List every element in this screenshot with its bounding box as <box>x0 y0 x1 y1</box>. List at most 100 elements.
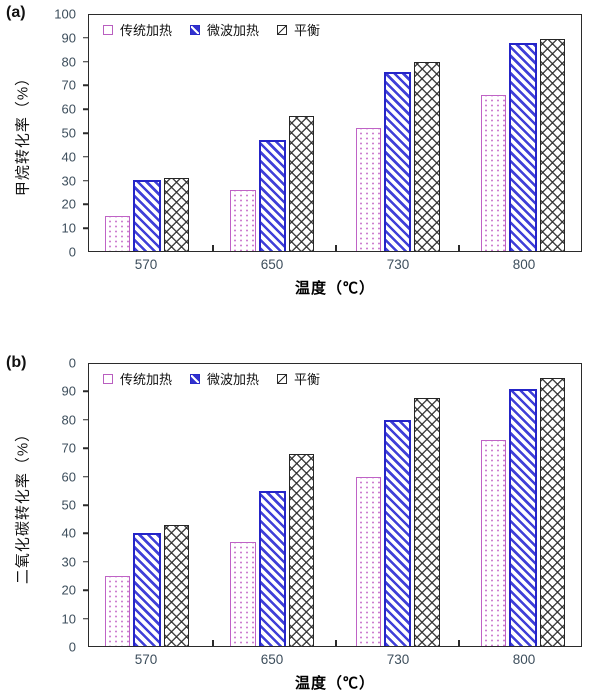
legend-item-traditional: 传统加热 <box>103 369 172 388</box>
y-tick-label: 100 <box>54 6 76 22</box>
bar-equilibrium-800 <box>539 38 565 251</box>
panel-label-a: (a) <box>6 4 26 21</box>
legend-label: 平衡 <box>294 23 321 38</box>
y-tick-label: 40 <box>61 525 76 541</box>
bar-equilibrium-570 <box>163 177 189 251</box>
bar-microwave-570 <box>133 180 161 251</box>
bar-traditional-570 <box>105 575 131 646</box>
x-axis-title: 温度（℃） <box>294 280 375 297</box>
x-axis-ticks: 570 650 730 800 <box>88 652 582 667</box>
bar-microwave-570 <box>133 533 161 646</box>
y-tick-mark <box>83 561 88 563</box>
legend-item-microwave: 微波加热 <box>190 369 259 388</box>
bar-traditional-570 <box>105 215 131 251</box>
bar-equilibrium-650 <box>288 116 315 251</box>
y-tick-mark <box>83 617 88 620</box>
bar-traditional-650 <box>230 189 256 251</box>
traditional-swatch-icon <box>103 373 113 384</box>
x-minor-tick <box>458 640 460 646</box>
bar-microwave-730 <box>383 71 412 251</box>
bar-traditional-800 <box>480 440 507 646</box>
y-tick-mark <box>83 203 88 206</box>
bar-group-650 <box>230 15 315 251</box>
x-minor-tick <box>458 245 460 251</box>
x-tick-label: 650 <box>260 652 284 667</box>
bar-series-container <box>89 15 581 251</box>
y-tick-label: 90 <box>61 383 76 399</box>
equilibrium-swatch-icon <box>277 373 288 384</box>
bar-group-650 <box>230 364 315 646</box>
y-tick-mark <box>83 60 88 63</box>
bar-traditional-730 <box>355 128 381 251</box>
legend-item-equilibrium: 平衡 <box>277 20 320 39</box>
y-axis: 0 90 80 70 60 50 40 30 20 10 0 <box>0 356 88 655</box>
x-tick-label: 570 <box>134 257 158 272</box>
bar-group-800 <box>480 15 565 251</box>
x-minor-tick <box>335 245 337 251</box>
y-tick-label: 30 <box>61 173 76 189</box>
x-tick-label: 800 <box>512 257 536 272</box>
y-tick-mark <box>83 419 88 421</box>
legend: 传统加热 微波加热 平衡 <box>103 20 320 39</box>
x-tick-label: 800 <box>512 652 536 667</box>
bar-microwave-800 <box>509 43 537 251</box>
y-tick-mark <box>83 227 88 229</box>
bar-series-container <box>89 364 581 646</box>
y-tick-label: 10 <box>61 220 76 236</box>
y-tick-mark <box>83 475 88 478</box>
x-minor-tick <box>212 640 214 646</box>
bar-traditional-800 <box>480 95 507 251</box>
bar-equilibrium-650 <box>288 454 315 646</box>
legend-label: 微波加热 <box>207 372 260 387</box>
bar-microwave-650 <box>258 140 286 251</box>
bar-traditional-650 <box>230 541 256 646</box>
y-tick-label: 0 <box>68 639 76 655</box>
y-tick-mark <box>83 589 88 591</box>
plot-area: 传统加热 微波加热 平衡 <box>88 14 582 252</box>
x-minor-tick <box>212 245 214 251</box>
traditional-swatch-icon <box>103 24 113 35</box>
y-tick-label: 60 <box>61 101 76 117</box>
y-tick-label: 70 <box>61 77 76 93</box>
bar-group-570 <box>105 364 189 646</box>
x-axis-ticks: 570 650 730 800 <box>88 257 582 272</box>
chart-b-co2-conversion: (b) 二氧化碳转化率（%） 0 90 80 70 60 50 40 30 20 10 0 传统加热… <box>0 350 600 700</box>
bar-microwave-650 <box>258 490 286 646</box>
microwave-swatch-icon <box>190 24 201 35</box>
equilibrium-swatch-icon <box>277 24 288 35</box>
bar-group-800 <box>480 364 565 646</box>
plot-area: 传统加热 微波加热 平衡 <box>88 363 582 647</box>
y-tick-mark <box>83 390 88 393</box>
y-tick-mark <box>83 532 88 535</box>
bar-group-570 <box>105 15 189 251</box>
y-tick-mark <box>83 132 88 134</box>
x-axis-title: 温度（℃） <box>294 675 375 692</box>
y-tick-mark <box>83 504 88 506</box>
bar-group-730 <box>355 364 440 646</box>
x-tick-label: 650 <box>260 257 284 272</box>
y-tick-mark <box>83 179 88 182</box>
legend-label: 平衡 <box>294 372 321 387</box>
x-minor-tick <box>335 640 337 646</box>
microwave-swatch-icon <box>190 373 201 384</box>
chart-a-methane-conversion: (a) 甲烷转化率（%） 100 90 80 70 60 50 40 30 20 10 0 传统加热… <box>0 0 600 348</box>
y-tick-label: 40 <box>61 149 76 165</box>
y-tick-label: 80 <box>61 54 76 70</box>
y-tick-label: 20 <box>61 196 76 212</box>
y-tick-mark <box>83 84 88 87</box>
y-tick-label: 0 <box>68 355 76 371</box>
panel-label-b: (b) <box>6 354 27 371</box>
y-tick-mark <box>83 447 88 449</box>
x-tick-label: 730 <box>386 257 410 272</box>
bar-microwave-800 <box>509 389 537 646</box>
y-tick-label: 0 <box>68 244 76 260</box>
y-tick-mark <box>83 156 88 158</box>
bar-equilibrium-800 <box>539 378 565 646</box>
legend-label: 传统加热 <box>120 23 173 38</box>
bar-group-730 <box>355 15 440 251</box>
y-tick-label: 60 <box>61 469 76 485</box>
y-tick-label: 20 <box>61 582 76 598</box>
bar-equilibrium-730 <box>414 397 440 646</box>
y-tick-label: 10 <box>61 611 76 627</box>
